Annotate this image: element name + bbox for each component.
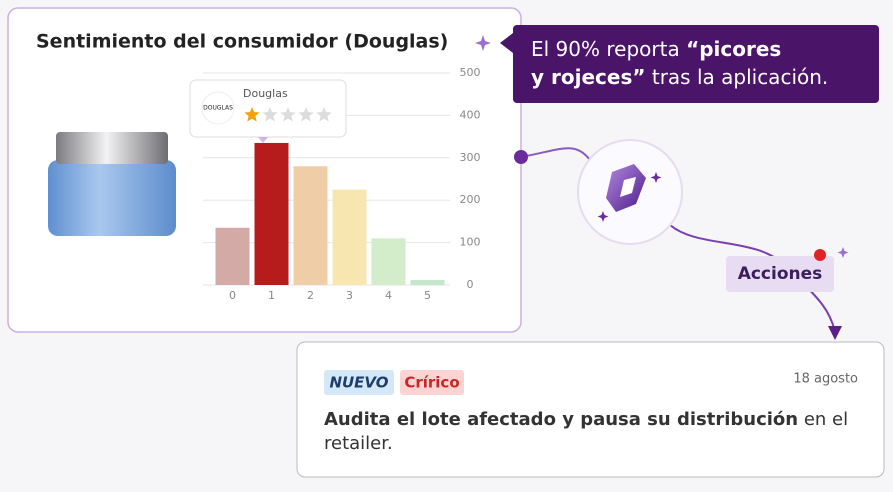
callout-line-2: y rojeces” tras la aplicación. (531, 65, 828, 89)
brand-logo (201, 91, 235, 125)
tag (324, 370, 394, 395)
notification-line-1: Audita el lote afectado y pausa su distr… (324, 409, 848, 430)
date: 18 agosto (793, 372, 858, 387)
rating-star (298, 107, 314, 122)
y-tick-label: 200 (460, 193, 481, 206)
rating-star (280, 107, 296, 122)
brand-logo-text: DOUGLAS (203, 105, 233, 112)
rating-star (244, 107, 260, 122)
bar (293, 166, 328, 285)
bar-chart: 0 100 200 300 400 500 0 1 2 3 4 5 (203, 66, 481, 302)
bar (410, 279, 445, 285)
rating-star (316, 107, 332, 122)
y-tick-label: 100 (460, 236, 481, 249)
actions-pill[interactable] (726, 256, 834, 292)
y-tick-label: 300 (460, 151, 481, 164)
tooltip: DOUGLAS Douglas (189, 79, 347, 143)
x-tick-label: 1 (268, 289, 275, 302)
alert-dot (814, 249, 826, 261)
bar (332, 189, 367, 285)
product-image (48, 132, 176, 236)
x-tick-label: 5 (424, 289, 431, 302)
tag (400, 370, 464, 395)
x-tick-label: 3 (346, 289, 353, 302)
rating-stars (244, 107, 332, 122)
y-tick-label: 400 (460, 108, 481, 121)
bar (215, 227, 250, 285)
x-tick-label: 0 (229, 289, 236, 302)
callout: El 90% reporta “picores y rojeces” tras … (500, 25, 879, 103)
sparkle-icon (475, 35, 491, 51)
rating-star (262, 107, 278, 122)
actions-label[interactable]: Acciones (738, 264, 823, 284)
card-title: Sentimiento del consumidor (Douglas) (36, 31, 448, 53)
y-tick-label: 0 (467, 278, 474, 291)
bar (254, 142, 289, 285)
connector (514, 139, 842, 340)
notification-line-2: retailer. (324, 433, 393, 454)
x-tick-label: 4 (385, 289, 392, 302)
bar (371, 238, 406, 285)
brand-name: Douglas (243, 87, 288, 100)
tag-label: Crírico (404, 374, 459, 392)
callout-line-1: El 90% reporta “picores (531, 37, 781, 61)
y-tick-label: 500 (460, 66, 481, 79)
sparkle-icon (837, 247, 849, 258)
x-tick-label: 2 (307, 289, 314, 302)
tag-label: NUEVO (329, 374, 388, 392)
